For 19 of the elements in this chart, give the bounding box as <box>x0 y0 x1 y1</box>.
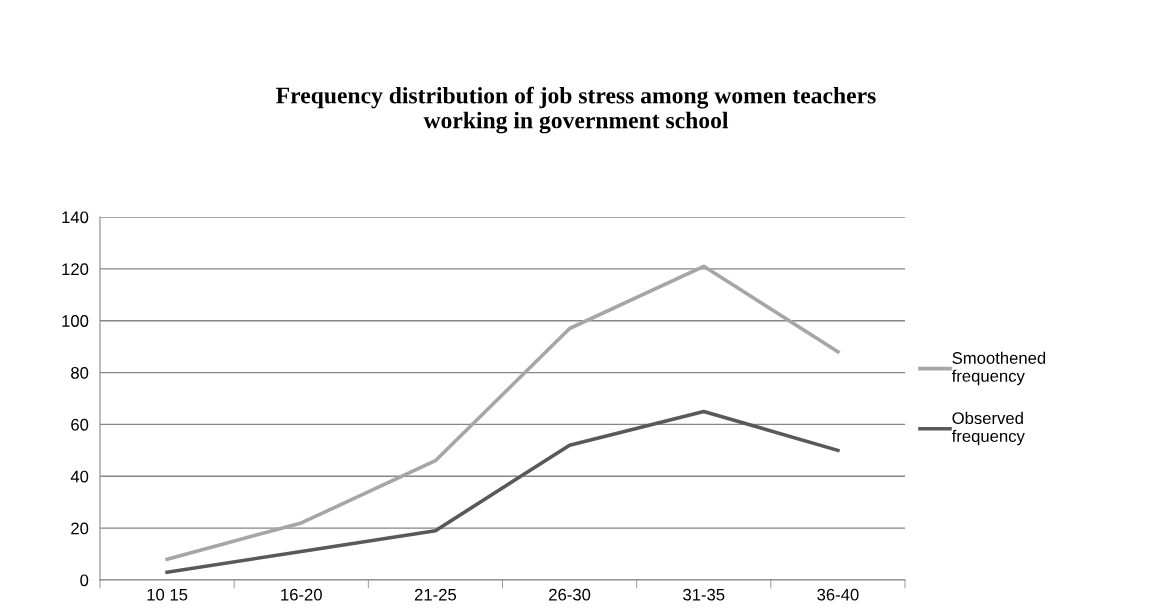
y-tick-label: 100 <box>62 315 89 327</box>
line-series <box>165 409 840 575</box>
legend-label: Observed frequency <box>951 411 1025 446</box>
legend-label: Smoothened frequency <box>951 351 1046 386</box>
y-tick-label: 120 <box>62 263 89 276</box>
y-tick-label: 40 <box>70 470 89 483</box>
x-tick-label: 31-35 <box>683 588 725 601</box>
x-tick-label: 26-30 <box>549 588 591 601</box>
x-tick-label: 16-20 <box>281 588 322 601</box>
x-tick-label: 21-25 <box>414 588 457 601</box>
line-series <box>165 264 840 562</box>
y-tick-label: 60 <box>71 418 89 431</box>
y-tick-label: 80 <box>71 366 89 379</box>
chart-title: Frequency distribution of job stress among women teachers working in government school <box>276 86 876 134</box>
x-tick-label: 36-40 <box>817 588 859 601</box>
y-tick-label: 0 <box>80 574 89 587</box>
y-tick-label: 20 <box>71 522 89 535</box>
x-tick-label: 10 15 <box>147 588 188 601</box>
y-tick-label: 140 <box>62 211 89 224</box>
